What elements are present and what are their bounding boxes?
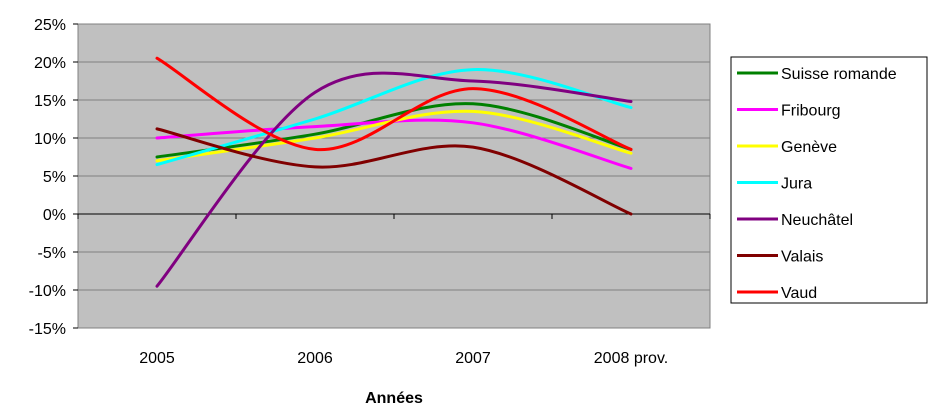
- legend-label: Genève: [781, 139, 837, 156]
- y-axis-ticks: 25% 20% 15% 10% 5% 0% -5% -10% -15%: [29, 17, 78, 338]
- series-line-vaud: [155, 56, 633, 151]
- legend-label: Vaud: [781, 285, 817, 302]
- series-line-valais: [155, 127, 633, 216]
- y-tick-label: 5%: [43, 169, 66, 186]
- legend-label: Jura: [781, 176, 812, 193]
- x-axis-title: Années: [365, 390, 423, 407]
- y-tick-label: 20%: [34, 55, 66, 72]
- y-tick-label: -10%: [29, 283, 66, 300]
- y-tick-label: 15%: [34, 93, 66, 110]
- y-tick-label: -15%: [29, 321, 66, 338]
- legend: Suisse romande Fribourg Genève Jura Neuchâte…: [730, 56, 928, 304]
- y-tick-label: 0%: [43, 207, 66, 224]
- legend-label: Fribourg: [781, 103, 841, 120]
- legend-label: Suisse romande: [781, 66, 897, 83]
- series-line-suisse-romande: [155, 102, 633, 159]
- series-lines: [155, 56, 633, 288]
- x-tick-label: 2005: [139, 350, 175, 367]
- series-line-neuch-tel: [155, 71, 633, 288]
- series-line-jura: [155, 68, 633, 167]
- legend-label: Neuchâtel: [781, 212, 853, 229]
- x-tick-label: 2007: [455, 350, 491, 367]
- y-tick-label: 25%: [34, 17, 66, 34]
- x-tick-label: 2008 prov.: [594, 350, 668, 367]
- legend-label: Valais: [781, 249, 823, 266]
- legend-box: [730, 56, 928, 304]
- x-tick-label: 2006: [297, 350, 333, 367]
- y-tick-label: 10%: [34, 131, 66, 148]
- y-tick-label: -5%: [38, 245, 66, 262]
- x-axis: 2005 2006 2007 2008 prov.: [77, 213, 711, 367]
